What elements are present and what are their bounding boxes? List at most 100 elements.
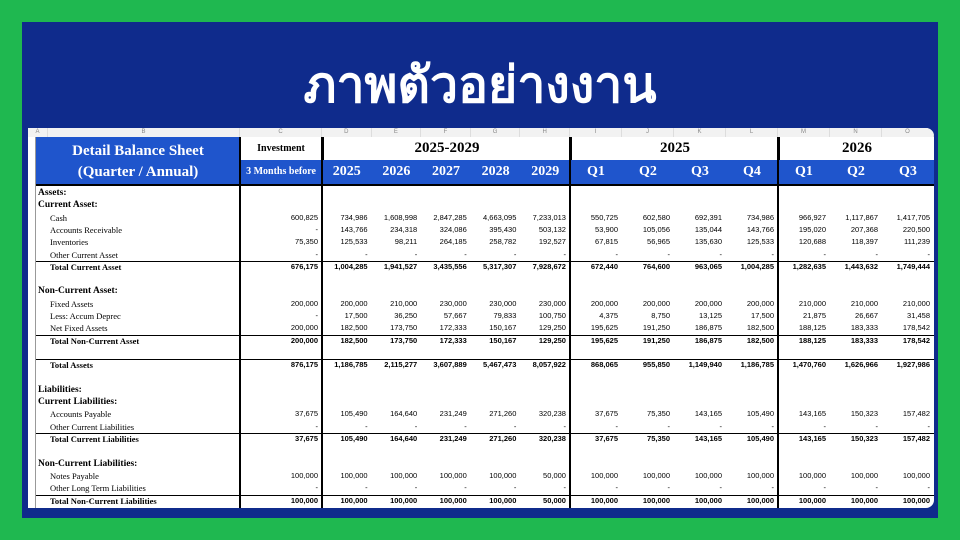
cell: 75,350 bbox=[295, 237, 318, 247]
cell: - bbox=[667, 421, 671, 431]
cell: 53,900 bbox=[595, 224, 618, 234]
total-rule bbox=[36, 260, 934, 262]
cell: 178,542 bbox=[902, 323, 930, 333]
cell: 100,000 bbox=[439, 495, 467, 505]
cell: 100,000 bbox=[850, 495, 878, 505]
row-label: Total Current Liabilities bbox=[50, 434, 139, 444]
cell: - bbox=[875, 421, 879, 431]
cell: 320,238 bbox=[538, 434, 566, 443]
cell: 100,000 bbox=[850, 470, 878, 480]
cell: 200,000 bbox=[642, 298, 670, 308]
column-letter: L bbox=[726, 128, 778, 137]
cell: - bbox=[315, 421, 319, 431]
cell: 868,065 bbox=[590, 360, 618, 370]
cell: - bbox=[365, 249, 368, 259]
cell: 4,663,095 bbox=[483, 212, 517, 222]
cell: 7,928,672 bbox=[532, 261, 566, 271]
group-header: 2025-2029 bbox=[322, 137, 570, 160]
cell: 200,000 bbox=[290, 335, 318, 345]
header-title: (Quarter / Annual) bbox=[77, 164, 199, 180]
cell: 2,847,285 bbox=[433, 212, 467, 222]
cell: 966,927 bbox=[798, 212, 826, 222]
total-rule bbox=[36, 334, 934, 336]
cell: 5,467,473 bbox=[483, 360, 517, 370]
investment: Investment bbox=[257, 143, 305, 154]
investment-sub: 3 Months before bbox=[240, 160, 322, 184]
cell: 220,500 bbox=[902, 224, 930, 234]
cell: 100,000 bbox=[489, 470, 517, 480]
column-rule bbox=[777, 137, 779, 508]
cell: - bbox=[414, 483, 418, 493]
cell: - bbox=[719, 249, 723, 259]
cell: 231,249 bbox=[439, 409, 467, 419]
cell: 143,766 bbox=[746, 224, 774, 234]
cell: 100,000 bbox=[590, 470, 618, 480]
cell: 157,482 bbox=[902, 434, 930, 443]
cell: 1,149,940 bbox=[688, 360, 722, 370]
cell: 143,165 bbox=[694, 409, 722, 419]
cell: - bbox=[563, 421, 566, 431]
cell: 100,000 bbox=[642, 470, 670, 480]
cell: 200,000 bbox=[746, 298, 774, 308]
cell: 37,675 bbox=[295, 434, 318, 443]
column-header: 2025 bbox=[322, 160, 372, 184]
cell: 210,000 bbox=[798, 298, 826, 308]
cell: 100,000 bbox=[340, 470, 368, 480]
column-rule bbox=[239, 137, 241, 508]
cell: - bbox=[667, 483, 671, 493]
cell: 143,766 bbox=[340, 224, 368, 234]
cell: 764,600 bbox=[642, 261, 670, 271]
cell: 1,417,705 bbox=[896, 212, 930, 222]
cell: - bbox=[513, 249, 517, 259]
cell: 324,086 bbox=[439, 224, 467, 234]
section-label: Liabilities: bbox=[38, 384, 82, 395]
cell: 100,000 bbox=[340, 495, 368, 505]
cell: - bbox=[365, 483, 368, 493]
cell: 230,000 bbox=[489, 298, 517, 308]
cell: 676,175 bbox=[290, 261, 318, 271]
cell: 26,667 bbox=[855, 311, 878, 320]
cell: 118,397 bbox=[851, 237, 878, 247]
cell: - bbox=[927, 421, 931, 431]
column-letter: E bbox=[371, 128, 422, 137]
group-header: 2026 bbox=[778, 137, 934, 160]
cell: 271,260 bbox=[489, 409, 517, 419]
cell: 105,490 bbox=[746, 409, 774, 419]
cell: 395,430 bbox=[489, 224, 517, 234]
cell: - bbox=[563, 249, 566, 259]
cell: 173,750 bbox=[390, 335, 418, 345]
cell: 207,368 bbox=[850, 224, 878, 234]
section-label: Non-Current Asset: bbox=[38, 286, 118, 297]
cell: 100,000 bbox=[290, 495, 318, 505]
cell: 1,608,998 bbox=[383, 212, 418, 222]
cell: 125,533 bbox=[340, 237, 368, 247]
cell: - bbox=[823, 483, 827, 493]
row-label: Less: Accum Deprec bbox=[50, 311, 121, 321]
column-header: 2029 bbox=[520, 160, 570, 184]
column-header: Q1 bbox=[570, 160, 622, 184]
cell: 67,815 bbox=[595, 237, 618, 247]
cell: 50,000 bbox=[543, 495, 566, 505]
cell: 2,115,277 bbox=[384, 360, 418, 370]
cell: 963,065 bbox=[694, 261, 722, 271]
cell: 105,056 bbox=[642, 224, 670, 234]
cell: 100,000 bbox=[746, 495, 774, 505]
cell: 172,333 bbox=[439, 335, 467, 345]
cell: 264,185 bbox=[439, 237, 467, 247]
cell: - bbox=[464, 249, 467, 259]
cell: 37,675 bbox=[295, 409, 318, 419]
cell: 164,640 bbox=[390, 434, 418, 443]
cell: 17,500 bbox=[751, 311, 774, 320]
cell: 1,282,635 bbox=[792, 261, 826, 271]
column-letter: M bbox=[778, 128, 830, 137]
cell: - bbox=[771, 483, 775, 493]
cell: - bbox=[414, 421, 418, 431]
header-title: Detail Balance Sheet bbox=[72, 143, 204, 159]
row-label: Notes Payable bbox=[50, 470, 99, 481]
header-rule bbox=[36, 184, 934, 186]
column-letter: I bbox=[570, 128, 622, 137]
cell: - bbox=[513, 483, 517, 493]
cell: 164,640 bbox=[390, 409, 418, 419]
cell: 17,500 bbox=[344, 311, 368, 320]
